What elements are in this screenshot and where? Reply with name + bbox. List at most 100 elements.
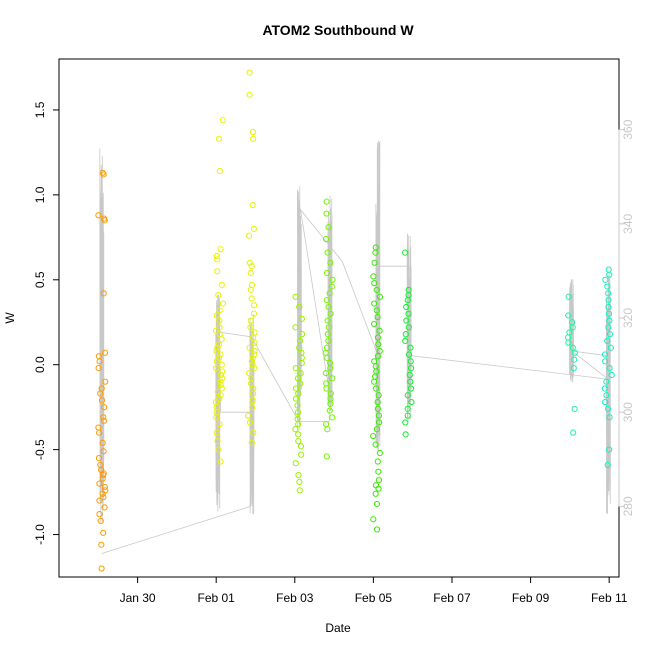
data-point-4-5: [327, 259, 334, 266]
data-point-4-22: [322, 370, 329, 377]
data-point-8-21: [604, 405, 612, 412]
data-point-4-10: [323, 297, 330, 304]
data-point-1-11: [213, 312, 220, 319]
data-point-5-1: [372, 249, 379, 256]
data-point-2-34: [244, 412, 252, 419]
data-point-6-13: [407, 365, 415, 372]
data-point-5-7: [371, 300, 378, 307]
data-point-8-22: [606, 414, 613, 421]
data-point-3-23: [295, 438, 302, 445]
data-point-8-9: [605, 324, 612, 331]
data-point-3-29: [296, 487, 303, 494]
data-point-8-6: [605, 303, 612, 311]
data-point-5-12: [374, 334, 381, 341]
data-point-2-22: [251, 351, 258, 358]
data-point-6-6: [403, 317, 410, 324]
data-point-0-4: [101, 217, 108, 224]
data-points: [95, 69, 615, 572]
data-point-3-13: [297, 380, 304, 387]
data-point-2-7: [246, 259, 253, 266]
plot-frame: [58, 58, 620, 578]
data-point-7-12: [570, 429, 577, 436]
data-point-1-38: [216, 421, 223, 428]
data-point-8-4: [605, 290, 612, 297]
data-point-0-1: [100, 171, 107, 178]
data-point-3-14: [292, 385, 300, 392]
data-point-4-33: [323, 453, 330, 460]
data-point-1-12: [216, 317, 223, 324]
data-point-2-21: [251, 348, 258, 355]
data-point-4-13: [324, 317, 331, 324]
data-point-2-19: [251, 339, 258, 346]
data-point-1-29: [217, 381, 224, 389]
data-point-0-37: [98, 541, 105, 548]
data-point-5-4: [371, 280, 378, 287]
data-point-5-8: [373, 307, 380, 314]
data-point-8-7: [605, 310, 613, 317]
data-point-5-28: [370, 432, 377, 440]
data-point-5-33: [375, 477, 383, 484]
data-point-0-19: [99, 439, 106, 446]
x-tick-label-1: Feb 01: [198, 591, 236, 605]
data-point-0-15: [100, 414, 107, 421]
data-point-4-19: [324, 354, 331, 362]
data-point-2-4: [249, 201, 256, 209]
data-point-4-23: [329, 375, 336, 382]
data-point-1-16: [218, 336, 225, 343]
data-point-8-2: [602, 276, 609, 283]
secondary-series: [99, 140, 611, 554]
chart-title: ATOM2 Southbound W: [262, 22, 414, 38]
data-point-2-1: [246, 91, 253, 98]
x-axis: Jan 30 Feb 01 Feb 03 Feb 05 Feb 07 Feb 09 Feb …: [120, 577, 628, 605]
data-point-6-8: [402, 331, 409, 338]
data-point-6-7: [405, 324, 412, 331]
data-point-1-20: [217, 351, 224, 358]
data-point-0-35: [97, 517, 104, 525]
data-point-3-17: [294, 402, 301, 409]
data-point-2-29: [247, 380, 255, 387]
data-point-2-25: [249, 361, 256, 368]
data-point-7-6: [565, 339, 572, 346]
data-point-2-12: [248, 295, 255, 302]
data-point-2-33: [249, 404, 256, 411]
data-point-5-25: [375, 412, 382, 419]
data-point-3-10: [292, 365, 299, 372]
data-point-1-4: [213, 252, 220, 260]
data-point-2-23: [249, 354, 256, 362]
data-point-5-32: [375, 468, 382, 475]
data-point-5-37: [373, 500, 381, 508]
data-point-5-20: [371, 378, 378, 385]
data-point-1-2: [216, 167, 223, 175]
y2-tick-label-0: 280: [621, 496, 635, 516]
data-point-4-18: [322, 349, 329, 356]
data-point-6-0: [402, 249, 409, 256]
data-point-8-8: [606, 317, 613, 324]
data-point-6-9: [402, 337, 409, 345]
data-point-7-8: [571, 349, 578, 356]
data-point-5-23: [374, 398, 381, 406]
data-point-8-16: [608, 371, 615, 378]
data-point-4-31: [322, 421, 330, 428]
x-tick-label-4: Feb 07: [433, 591, 471, 605]
data-point-7-10: [570, 365, 577, 372]
data-point-1-23: [218, 361, 225, 368]
data-point-5-15: [374, 353, 382, 360]
data-point-1-17: [215, 341, 223, 348]
data-point-7-11: [571, 405, 578, 412]
data-point-1-9: [219, 300, 227, 307]
data-point-8-14: [602, 358, 609, 365]
data-point-0-8: [96, 358, 103, 365]
data-point-4-11: [325, 303, 332, 311]
y2-tick-label-2: 320: [621, 308, 635, 328]
data-point-5-24: [374, 405, 382, 412]
data-point-1-1: [216, 135, 223, 142]
data-point-2-37: [248, 439, 255, 446]
data-point-2-32: [249, 397, 256, 404]
data-point-2-24: [248, 358, 255, 365]
data-point-2-27: [246, 370, 253, 377]
data-point-3-0: [292, 293, 299, 300]
data-point-6-4: [403, 303, 410, 311]
data-point-1-7: [218, 281, 225, 288]
data-point-6-5: [405, 310, 412, 317]
data-point-8-15: [606, 365, 613, 372]
